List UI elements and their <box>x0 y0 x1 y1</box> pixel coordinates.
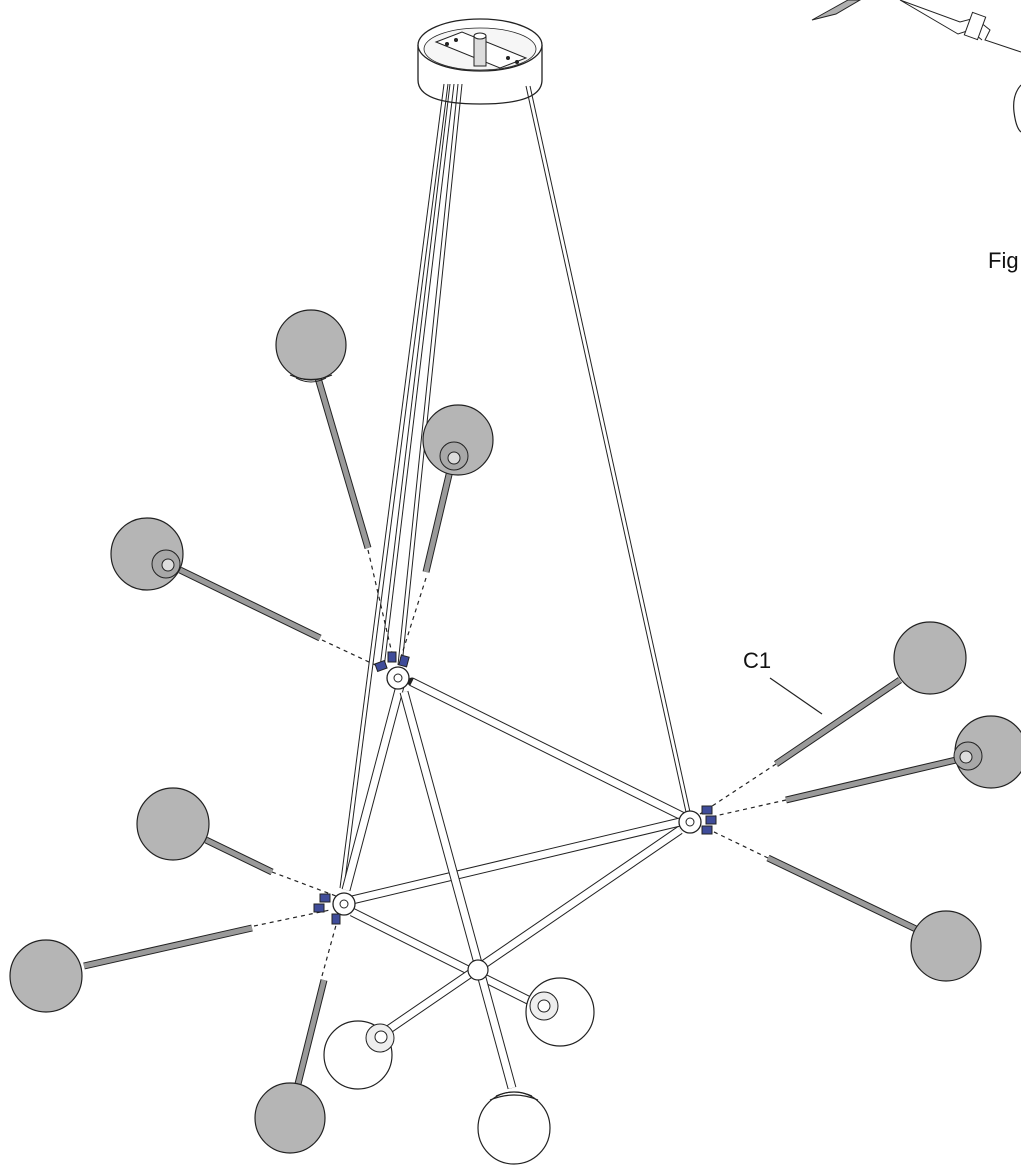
wire-connector-icon <box>701 825 713 835</box>
clear-globe-2 <box>525 977 595 1047</box>
globe-arm-4 <box>136 787 274 876</box>
globe-icon <box>477 1091 551 1165</box>
globe-icon <box>9 939 83 1013</box>
globe-arm-7 <box>774 621 967 767</box>
callout-leader-line <box>769 677 823 715</box>
globe-arm-5 <box>9 924 253 1013</box>
globe-arm-6 <box>254 979 328 1154</box>
callout-label: C1 <box>743 648 771 673</box>
clear-globe-1 <box>323 1020 395 1090</box>
globe-icon <box>136 787 210 861</box>
suspension-cables <box>339 83 691 889</box>
wire-connector-icon <box>705 815 717 825</box>
globe-icon <box>254 1082 326 1154</box>
wire-connector-icon <box>319 893 331 903</box>
globe-arm-8 <box>785 715 1021 804</box>
wire-connector-icon <box>398 654 410 668</box>
hub-left <box>313 892 356 925</box>
globe-icon <box>275 309 347 381</box>
globe-arm-3 <box>110 517 322 642</box>
wire-connector-icon <box>374 659 388 673</box>
socket-connector-icon <box>963 11 987 41</box>
globe-arm-9 <box>766 854 982 982</box>
hub-right <box>678 805 717 835</box>
callout-c1: C1 <box>743 648 823 715</box>
hub-upper <box>374 651 410 690</box>
ceiling-canopy-icon <box>417 18 543 105</box>
wire-connector-icon <box>387 651 397 663</box>
globe-edge-icon <box>1013 84 1021 133</box>
clear-globe-3 <box>477 1091 551 1165</box>
center-hub-icon <box>467 959 489 981</box>
globe-icon <box>893 621 967 695</box>
wire-connector-icon <box>701 805 713 815</box>
detail-inset-partial: Fig <box>811 0 1021 273</box>
wire-connector-icon <box>313 903 325 913</box>
socket-detail-icon <box>899 0 1021 53</box>
globe-arm-1 <box>275 309 372 549</box>
globe-icon <box>910 910 982 982</box>
figure-label-partial: Fig <box>988 248 1019 273</box>
globe-arm-2 <box>422 404 494 573</box>
arrow-icon <box>811 0 861 21</box>
attachment-guides <box>253 549 787 977</box>
frame-arms <box>341 677 691 1090</box>
wire-connector-icon <box>331 913 341 925</box>
